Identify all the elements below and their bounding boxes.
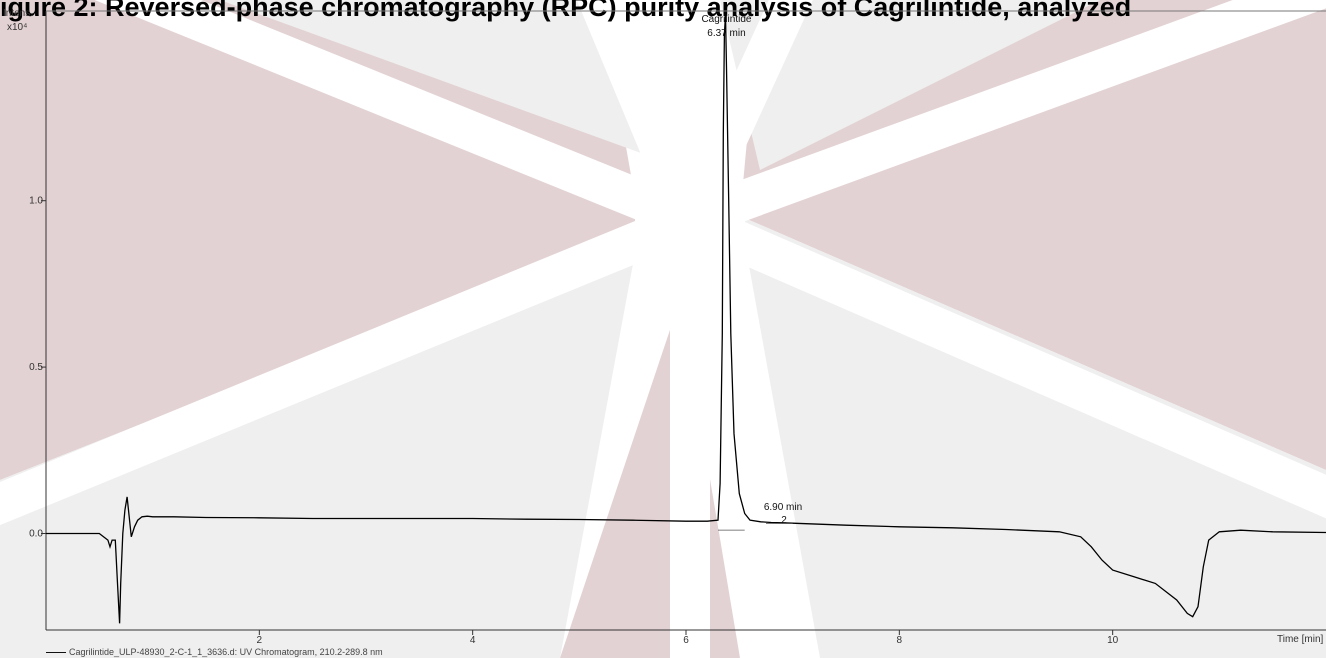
y-tick-label: 0.5: [29, 362, 43, 373]
peak-label-time: 6.37 min: [707, 28, 745, 39]
peak-label-name: Cagrilintide: [701, 14, 751, 25]
x-tick-label: 6: [683, 635, 689, 646]
y-axis-multiplier: x10⁴: [7, 22, 27, 33]
x-tick-label: 2: [257, 635, 263, 646]
x-tick-label: 4: [470, 635, 476, 646]
peak-label-time: 6.90 min: [764, 502, 802, 513]
chart-ticks: 2 4 6 8 10 0.0 0.5 1.0: [29, 196, 1119, 646]
legend-entry: Cagrilintide_ULP-48930_2-C-1_1_3636.d: U…: [69, 647, 383, 657]
y-axis-label: Intens.: [3, 8, 33, 19]
x-tick-label: 8: [897, 635, 903, 646]
y-tick-label: 0.0: [29, 528, 43, 539]
chart-axes: [45, 10, 1326, 631]
y-tick-label: 1.0: [29, 196, 43, 207]
chart-legend: Cagrilintide_ULP-48930_2-C-1_1_3636.d: U…: [46, 647, 383, 658]
x-axis-label: Time [min]: [1277, 634, 1324, 645]
x-tick-label: 10: [1107, 635, 1119, 646]
chart-annotations: Cagrilintide 6.37 min 6.90 min 2: [701, 14, 802, 531]
peak-number-label: 2: [781, 515, 787, 526]
series-line: [46, 14, 1326, 624]
legend-swatch: [46, 652, 66, 654]
